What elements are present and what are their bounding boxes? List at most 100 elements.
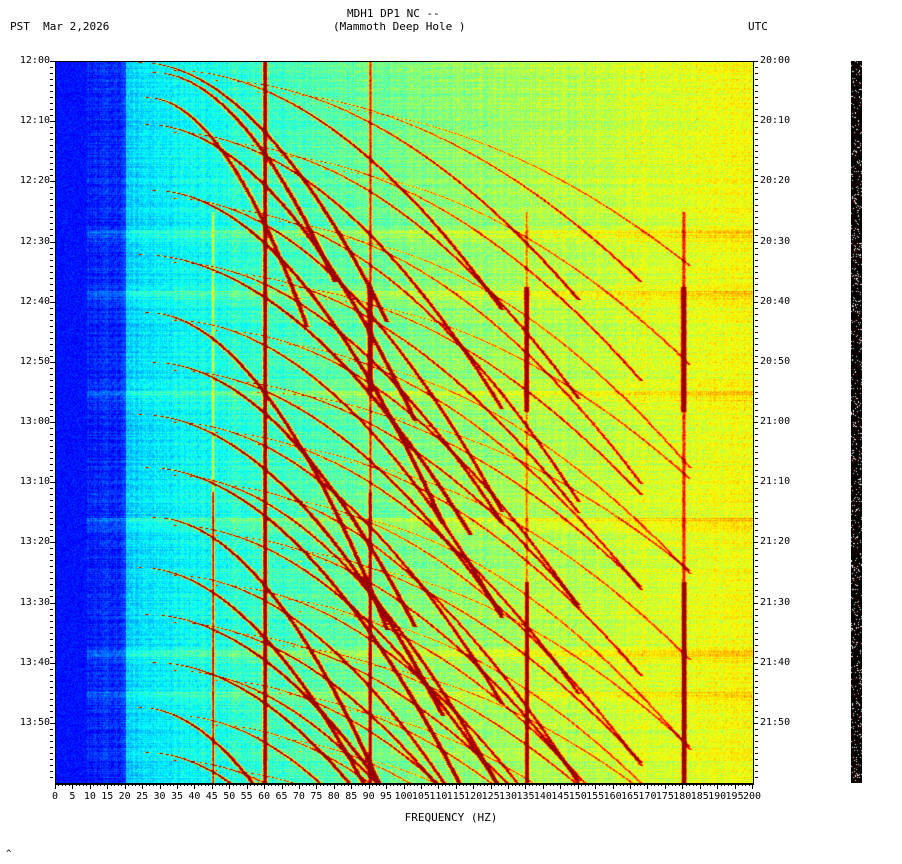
y-axis-minor-tickmark [50, 669, 53, 670]
x-axis-tickmark [588, 783, 589, 786]
y-axis-minor-tickmark [755, 578, 758, 579]
x-axis-tickmark [512, 783, 513, 786]
y-axis-left-tickmark [50, 181, 55, 182]
y-axis-minor-tickmark [50, 675, 53, 676]
page-title: MDH1 DP1 NC -- [347, 7, 440, 20]
y-axis-minor-tickmark [755, 85, 758, 86]
y-axis-minor-tickmark [755, 73, 758, 74]
x-axis-tickmark [397, 783, 398, 786]
x-axis-tickmark [637, 783, 638, 786]
y-axis-minor-tickmark [755, 145, 758, 146]
header-left-timezone-date: PST Mar 2,2026 [10, 20, 109, 33]
color-scale-bar [851, 61, 862, 783]
x-axis-tickmark [58, 783, 59, 786]
y-axis-minor-tickmark [755, 386, 758, 387]
x-axis-tickmark [661, 783, 662, 786]
x-axis-tickmark [400, 783, 401, 786]
y-axis-minor-tickmark [755, 266, 758, 267]
y-axis-minor-tickmark [755, 175, 758, 176]
y-axis-minor-tickmark [755, 645, 758, 646]
y-axis-minor-tickmark [50, 681, 53, 682]
y-axis-minor-tickmark [755, 777, 758, 778]
y-axis-minor-tickmark [50, 452, 53, 453]
y-axis-left-tickmark [50, 302, 55, 303]
x-axis-tickmark [728, 783, 729, 786]
y-axis-minor-tickmark [755, 500, 758, 501]
spectrogram-canvas [56, 62, 753, 784]
y-axis-minor-tickmark [50, 368, 53, 369]
x-axis-tickmark [170, 783, 171, 786]
y-axis-minor-tickmark [50, 512, 53, 513]
y-axis-minor-tickmark [755, 380, 758, 381]
x-axis-tickmark [473, 783, 474, 789]
y-axis-minor-tickmark [755, 530, 758, 531]
y-axis-right-tickmark [753, 121, 758, 122]
page-subtitle: (Mammoth Deep Hole ) [333, 20, 465, 33]
y-axis-minor-tickmark [755, 554, 758, 555]
x-axis-tickmark [365, 783, 366, 786]
x-axis-tickmark [198, 783, 199, 786]
y-axis-minor-tickmark [50, 350, 53, 351]
y-axis-minor-tickmark [755, 699, 758, 700]
y-axis-minor-tickmark [50, 374, 53, 375]
y-axis-minor-tickmark [50, 584, 53, 585]
y-axis-minor-tickmark [50, 416, 53, 417]
x-axis-tickmark [282, 783, 283, 789]
y-axis-minor-tickmark [755, 296, 758, 297]
x-axis-tickmark [571, 783, 572, 786]
y-axis-minor-tickmark [50, 284, 53, 285]
y-axis-minor-tickmark [755, 79, 758, 80]
y-axis-minor-tickmark [50, 344, 53, 345]
y-axis-minor-tickmark [50, 705, 53, 706]
y-axis-minor-tickmark [755, 374, 758, 375]
x-axis-tickmark [665, 783, 666, 789]
y-axis-minor-tickmark [50, 657, 53, 658]
x-axis-tickmark [672, 783, 673, 786]
y-axis-right-tickmark [753, 302, 758, 303]
x-axis-tickmark [383, 783, 384, 786]
y-axis-minor-tickmark [50, 578, 53, 579]
y-axis-minor-tickmark [50, 169, 53, 170]
y-axis-minor-tickmark [755, 344, 758, 345]
y-axis-minor-tickmark [755, 741, 758, 742]
y-axis-minor-tickmark [755, 248, 758, 249]
y-axis-minor-tickmark [50, 590, 53, 591]
x-axis-tickmark [55, 783, 56, 789]
y-axis-left-tick: 13:00 [0, 416, 50, 427]
y-axis-left-tickmark [50, 242, 55, 243]
y-axis-minor-tickmark [50, 199, 53, 200]
y-axis-minor-tickmark [50, 223, 53, 224]
x-axis-tickmark [372, 783, 373, 786]
x-axis-tickmark [553, 783, 554, 786]
x-axis-ticks [55, 783, 753, 784]
x-axis-tickmark [236, 783, 237, 786]
y-axis-minor-tickmark [755, 711, 758, 712]
y-axis-minor-tickmark [50, 645, 53, 646]
y-axis-minor-tickmark [50, 735, 53, 736]
x-axis-tickmark [233, 783, 234, 786]
y-axis-minor-tickmark [755, 127, 758, 128]
x-axis-tickmark [435, 783, 436, 786]
y-axis-minor-tickmark [50, 476, 53, 477]
x-axis-tickmark [574, 783, 575, 786]
x-axis-tickmark [302, 783, 303, 786]
y-axis-minor-tickmark [755, 717, 758, 718]
x-axis-tickmark [306, 783, 307, 786]
x-axis-tickmark [508, 783, 509, 789]
y-axis-minor-tickmark [755, 669, 758, 670]
y-axis-minor-tickmark [755, 428, 758, 429]
y-axis-right-tick: 20:20 [760, 175, 790, 186]
y-axis-minor-tickmark [755, 223, 758, 224]
x-axis-tickmark [410, 783, 411, 786]
y-axis-right-tick: 20:10 [760, 115, 790, 126]
x-axis-tickmark [65, 783, 66, 786]
y-axis-left-tickmark [50, 61, 55, 62]
y-axis-minor-tickmark [755, 681, 758, 682]
y-axis-minor-tickmark [50, 530, 53, 531]
y-axis-minor-tickmark [755, 512, 758, 513]
x-axis-tickmark [564, 783, 565, 786]
x-axis-tickmark [449, 783, 450, 786]
y-axis-minor-tickmark [50, 187, 53, 188]
y-axis-minor-tickmark [50, 428, 53, 429]
y-axis-minor-tickmark [755, 193, 758, 194]
